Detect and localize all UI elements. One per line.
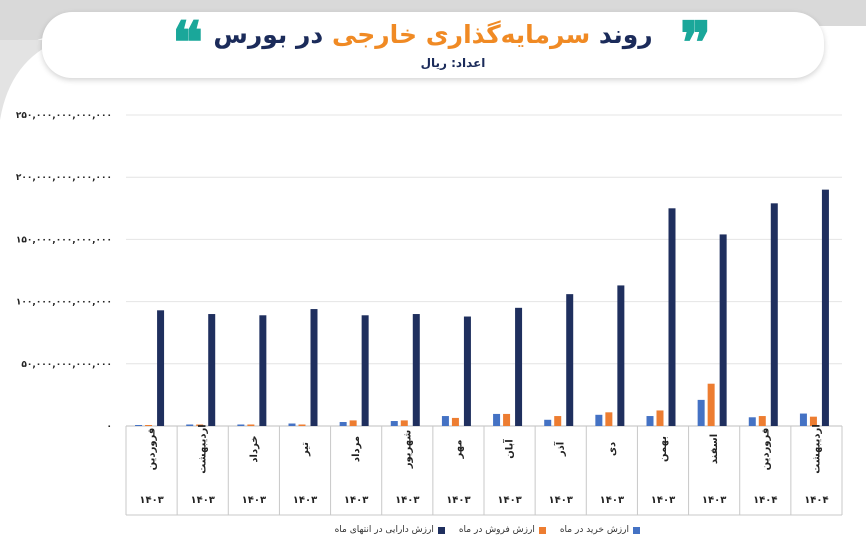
year-label: ۱۴۰۳	[600, 495, 624, 506]
bar-buy	[646, 416, 654, 426]
year-label: ۱۴۰۴	[753, 495, 777, 506]
bar-buy	[544, 419, 552, 426]
bar-buy	[288, 423, 296, 426]
y-tick-label: ۵۰,۰۰۰,۰۰۰,۰۰۰,۰۰۰	[21, 360, 112, 370]
x-tick-label: دی	[607, 442, 618, 456]
x-tick-label: آبان	[503, 439, 516, 459]
bar-assets	[463, 316, 471, 426]
x-tick-label: خرداد	[249, 435, 260, 462]
chart-subtitle: اعداد: ریال	[420, 56, 486, 70]
bar-assets	[821, 189, 829, 426]
year-label: ۱۴۰۳	[702, 495, 726, 506]
bar-buy	[237, 424, 245, 426]
bar-assets	[361, 315, 369, 426]
year-label: ۱۴۰۳	[191, 495, 215, 506]
legend-item: ارزش فروش در ماه	[459, 525, 546, 535]
bar-assets	[566, 294, 574, 426]
bar-sell	[809, 416, 817, 426]
legend-swatch	[633, 526, 640, 534]
legend-swatch	[538, 526, 546, 534]
bar-sell	[145, 425, 153, 426]
bar-buy	[390, 421, 398, 426]
bar-sell	[503, 413, 511, 426]
title-part-3: در بورس	[213, 20, 324, 49]
x-tick-label: آذر	[554, 441, 567, 457]
x-tick-label: اسفند	[709, 434, 720, 464]
legend-item: ارزش دارایی در انتهای ماه	[335, 525, 445, 535]
y-tick-label: ۲۵۰,۰۰۰,۰۰۰,۰۰۰,۰۰۰	[16, 111, 112, 121]
x-tick-label: فروردین	[760, 428, 771, 471]
bar-buy	[135, 425, 143, 426]
bar-assets	[157, 310, 165, 426]
y-tick-label: ۲۰۰,۰۰۰,۰۰۰,۰۰۰,۰۰۰	[16, 173, 112, 183]
bar-assets	[515, 307, 523, 426]
chart-legend: ارزش خرید در ماه ارزش فروش در ماه ارزش دار…	[260, 522, 640, 538]
bar-assets	[617, 285, 625, 426]
chart-title: روند سرمایه‌گذاری خارجی در بورس	[42, 20, 824, 49]
x-tick-label: اردیبهشت	[811, 424, 822, 474]
bar-assets	[259, 315, 267, 426]
bar-sell	[605, 412, 613, 426]
bar-buy	[186, 424, 194, 426]
bar-sell	[196, 424, 204, 426]
bar-sell	[656, 410, 664, 426]
y-tick-label: ۱۵۰,۰۰۰,۰۰۰,۰۰۰,۰۰۰	[16, 235, 112, 245]
bar-buy	[441, 416, 449, 426]
year-label: ۱۴۰۳	[651, 495, 675, 506]
x-tick-label: فروردین	[147, 428, 158, 471]
title-part-2: سرمایه‌گذاری خارجی	[331, 20, 591, 49]
bar-assets	[770, 203, 778, 426]
bar-assets	[310, 309, 318, 426]
year-label: ۱۴۰۳	[242, 495, 266, 506]
year-label: ۱۴۰۴	[804, 495, 828, 506]
year-label: ۱۴۰۳	[497, 495, 521, 506]
year-label: ۱۴۰۳	[344, 495, 368, 506]
bar-sell	[400, 420, 408, 426]
bar-assets	[719, 234, 727, 426]
bar-sell	[247, 424, 255, 426]
x-tick-label: اردیبهشت	[198, 424, 209, 474]
title-part-1: روند	[598, 20, 653, 49]
x-tick-label: مهر	[453, 439, 464, 459]
y-tick-label: ۱۰۰,۰۰۰,۰۰۰,۰۰۰,۰۰۰	[16, 298, 112, 308]
x-tick-label: شهریور	[402, 430, 413, 470]
x-tick-label: بهمن	[658, 436, 669, 462]
title-panel: ❝ ❞ روند سرمایه‌گذاری خارجی در بورس اعدا…	[42, 12, 824, 78]
x-tick-label: مرداد	[351, 436, 362, 462]
legend-label: ارزش فروش در ماه	[458, 525, 535, 535]
bar-sell	[554, 416, 562, 426]
bar-sell	[707, 383, 715, 426]
bar-sell	[758, 416, 766, 426]
bar-buy	[748, 417, 756, 426]
legend-label: ارزش دارایی در انتهای ماه	[334, 525, 434, 535]
bar-sell	[298, 424, 306, 426]
bar-buy	[595, 414, 603, 426]
bar-assets	[208, 314, 216, 426]
y-tick-label: ۰	[107, 422, 113, 432]
year-label: ۱۴۰۳	[395, 495, 419, 506]
quote-open-icon: ❝	[172, 9, 204, 77]
legend-label: ارزش خرید در ماه	[559, 525, 629, 535]
bar-buy	[493, 413, 501, 426]
bar-assets	[412, 314, 420, 426]
year-label: ۱۴۰۳	[446, 495, 470, 506]
year-label: ۱۴۰۳	[549, 495, 573, 506]
year-label: ۱۴۰۳	[293, 495, 317, 506]
bar-sell	[349, 420, 357, 426]
year-label: ۱۴۰۳	[139, 495, 163, 506]
x-tick-label: تیر	[300, 442, 311, 457]
legend-swatch	[437, 526, 445, 534]
bar-buy	[799, 413, 807, 426]
bar-buy	[697, 399, 705, 426]
bar-assets	[668, 208, 676, 426]
quote-close-icon: ❞	[680, 9, 712, 77]
legend-item: ارزش خرید در ماه	[560, 525, 640, 535]
bar-sell	[451, 417, 459, 426]
bar-buy	[339, 422, 347, 426]
